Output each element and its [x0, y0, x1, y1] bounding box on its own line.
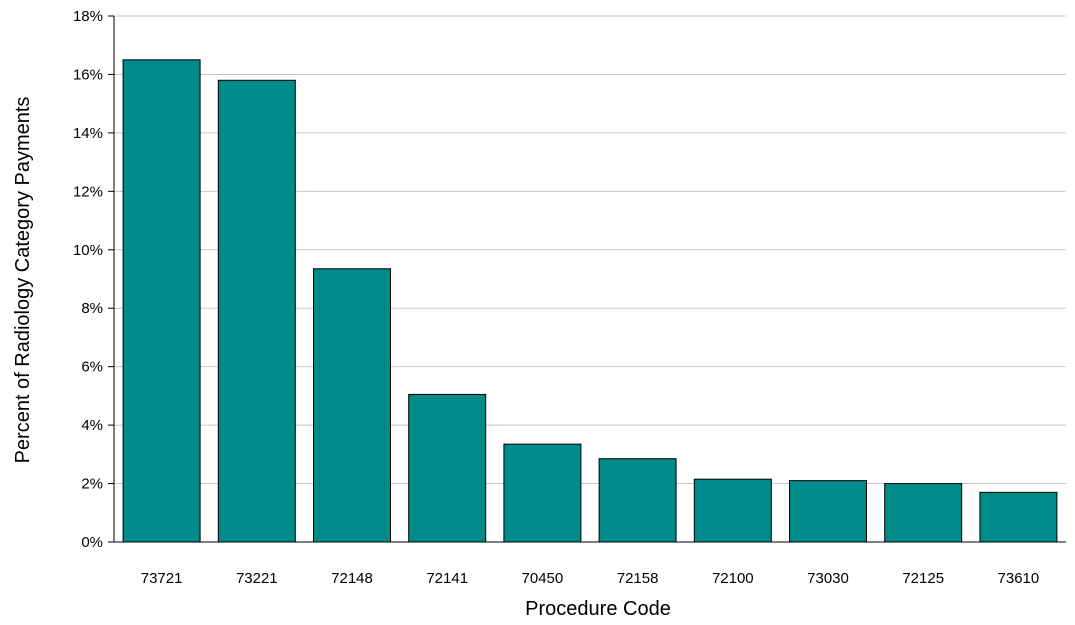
x-tick-label: 70450 [522, 570, 564, 587]
y-tick-label: 0% [81, 534, 103, 551]
y-tick-labels: 0% 2% 4% 6% 8% 10% 12% 14% 16% 18% [73, 8, 114, 551]
bars [122, 59, 1058, 543]
x-tick-label: 72148 [331, 570, 373, 587]
x-tick-labels: 73721 73221 72148 72141 70450 72158 72100 73030… [141, 570, 1040, 587]
bar-72100 [693, 478, 772, 543]
x-tick-label: 72141 [426, 570, 468, 587]
x-tick-label: 73221 [236, 570, 278, 587]
y-tick-label: 6% [81, 359, 103, 376]
y-tick-label: 2% [81, 476, 103, 493]
bar-73610 [979, 491, 1058, 543]
y-tick-label: 4% [81, 417, 103, 434]
bar-72125 [884, 483, 963, 543]
x-tick-label: 73721 [141, 570, 183, 587]
bar-70450 [503, 443, 582, 543]
y-tick-label: 8% [81, 300, 103, 317]
bar-72148 [313, 268, 391, 543]
bar-72158 [598, 458, 677, 543]
axes [113, 16, 1066, 543]
y-tick-label: 18% [73, 8, 103, 25]
y-axis-title: Percent of Radiology Category Payments [12, 97, 34, 464]
x-tick-label: 72158 [617, 570, 659, 587]
y-tick-label: 12% [73, 183, 103, 200]
x-tick-label: 73610 [998, 570, 1040, 587]
bar-73221 [217, 79, 296, 543]
y-tick-label: 10% [73, 242, 103, 259]
bar-72141 [408, 393, 487, 543]
bar-73721 [122, 59, 201, 543]
bar-73030 [789, 480, 867, 543]
x-tick-label: 72125 [902, 570, 944, 587]
x-tick-label: 73030 [807, 570, 849, 587]
x-tick-label: 72100 [712, 570, 754, 587]
x-axis-title: Procedure Code [525, 598, 671, 620]
y-tick-label: 16% [73, 66, 103, 83]
y-tick-label: 14% [73, 125, 103, 142]
